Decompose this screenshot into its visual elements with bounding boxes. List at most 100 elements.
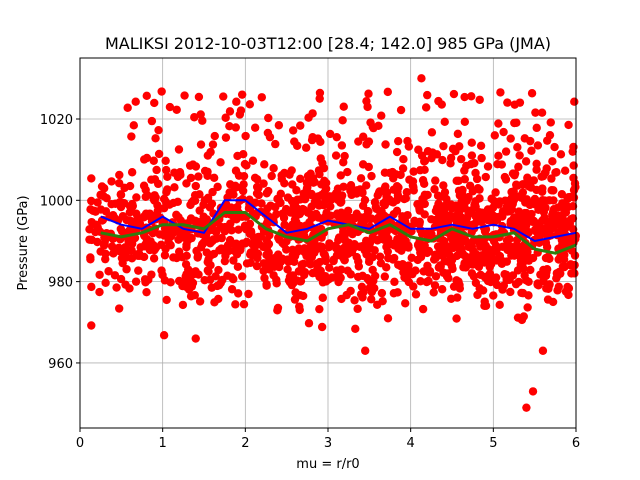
scatter-point — [420, 199, 429, 209]
scatter-point — [343, 266, 352, 275]
scatter-point — [213, 182, 222, 192]
scatter-point — [427, 215, 436, 224]
scatter-point — [125, 208, 134, 217]
scatter-point — [221, 133, 231, 142]
scatter-point — [306, 169, 315, 178]
scatter-point — [217, 233, 226, 243]
scatter-point — [381, 140, 390, 149]
scatter-point — [438, 251, 447, 260]
scatter-point — [178, 253, 187, 262]
scatter-point — [506, 287, 515, 297]
scatter-point — [367, 171, 376, 181]
scatter-point — [510, 171, 519, 180]
scatter-point — [178, 300, 188, 310]
scatter-point — [261, 243, 270, 252]
scatter-point — [532, 165, 541, 174]
scatter-point — [101, 234, 110, 244]
scatter-point — [316, 137, 325, 147]
scatter-point — [278, 209, 287, 218]
scatter-point — [543, 217, 552, 226]
scatter-point — [101, 278, 110, 287]
scatter-point — [271, 139, 280, 149]
x-axis-label: mu = r/r0 — [296, 457, 359, 472]
scatter-point — [426, 228, 435, 237]
scatter-point — [389, 210, 398, 219]
scatter-point — [460, 117, 470, 126]
scatter-point — [392, 195, 401, 205]
scatter-point — [337, 249, 346, 259]
scatter-point — [396, 170, 405, 180]
scatter-point — [339, 182, 348, 191]
scatter-point — [370, 283, 379, 293]
scatter-point — [239, 149, 248, 159]
scatter-point — [410, 216, 419, 225]
scatter-point — [165, 200, 174, 209]
scatter-point — [211, 272, 220, 281]
scatter-point — [565, 219, 575, 229]
scatter-point — [173, 197, 182, 207]
scatter-point — [485, 262, 494, 272]
scatter-point — [437, 285, 447, 294]
scatter-point — [318, 158, 327, 168]
scatter-point — [213, 281, 222, 291]
x-tick-label: 0 — [76, 436, 84, 451]
y-axis-label: Pressure (GPa) — [16, 195, 31, 290]
scatter-point — [231, 123, 240, 132]
scatter-point — [377, 288, 387, 298]
scatter-point — [568, 234, 577, 243]
scatter-point — [253, 249, 263, 258]
scatter-point — [384, 234, 393, 243]
scatter-point — [313, 269, 322, 279]
scatter-point — [236, 106, 246, 115]
scatter-point — [142, 91, 151, 101]
scatter-point — [190, 113, 199, 122]
scatter-point — [494, 119, 503, 128]
scatter-point — [264, 186, 273, 196]
scatter-point — [236, 183, 246, 192]
scatter-point — [196, 110, 205, 119]
scatter-point — [377, 207, 386, 216]
scatter-point — [423, 90, 432, 100]
scatter-point — [383, 87, 393, 97]
scatter-point — [460, 258, 469, 268]
scatter-point — [296, 276, 306, 286]
scatter-point — [545, 196, 554, 205]
scatter-point — [110, 271, 120, 280]
scatter-point — [140, 242, 149, 251]
scatter-point — [264, 113, 273, 123]
scatter-point — [179, 231, 188, 240]
scatter-point — [317, 322, 327, 332]
scatter-point — [498, 285, 507, 294]
scatter-point — [161, 244, 170, 254]
scatter-point — [380, 168, 390, 177]
scatter-point — [506, 217, 516, 226]
scatter-point — [331, 188, 341, 198]
scatter-point — [269, 164, 278, 173]
scatter-point — [467, 269, 477, 278]
scatter-point — [182, 179, 191, 188]
scatter-point — [86, 253, 95, 262]
scatter-point — [396, 105, 406, 115]
scatter-point — [569, 193, 579, 202]
scatter-point — [134, 214, 144, 223]
scatter-point — [481, 247, 490, 256]
scatter-point — [515, 98, 525, 107]
scatter-point — [354, 137, 363, 146]
scatter-point — [142, 153, 152, 163]
scatter-point — [497, 160, 506, 169]
scatter-point — [141, 278, 150, 287]
scatter-point — [365, 255, 374, 264]
scatter-point — [557, 190, 567, 199]
scatter-point — [430, 185, 439, 194]
scatter-point — [439, 268, 448, 277]
scatter-point — [157, 87, 166, 96]
scatter-point — [383, 247, 392, 256]
scatter-point — [418, 304, 428, 314]
scatter-point — [332, 132, 341, 142]
scatter-point — [116, 274, 126, 284]
scatter-point — [187, 233, 196, 243]
scatter-point — [296, 174, 305, 184]
scatter-point — [530, 225, 540, 234]
scatter-point — [553, 286, 562, 295]
scatter-point — [409, 167, 418, 176]
